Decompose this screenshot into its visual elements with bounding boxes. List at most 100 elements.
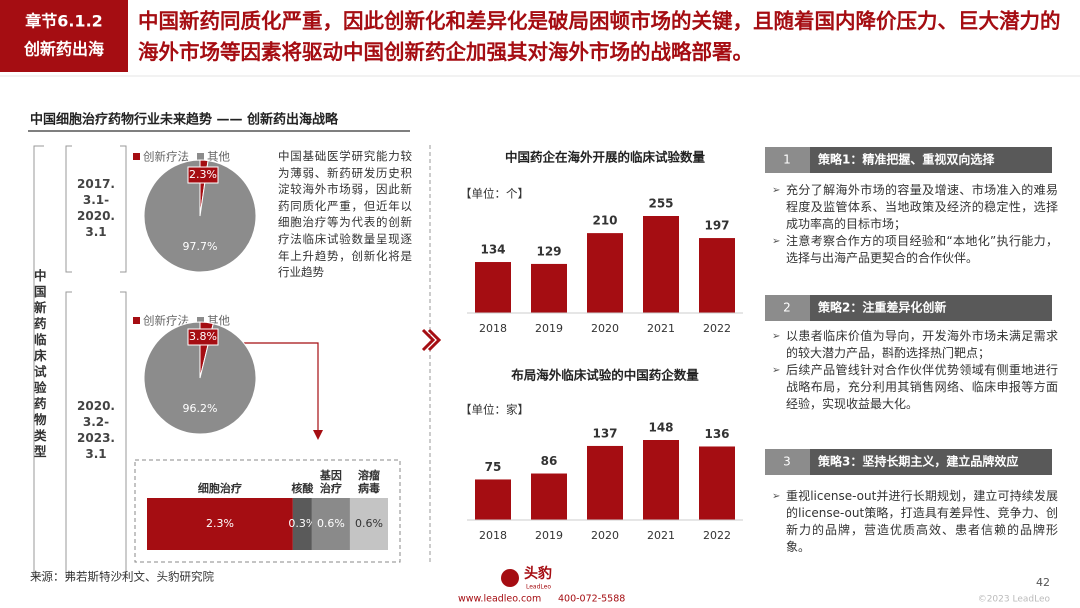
bar [587,445,623,520]
strategy-title: 策略1：精准把握、重视双向选择 [818,152,995,167]
data-label: 197 [704,219,729,233]
brand: 头豹 [524,565,552,582]
badge-line: 创新药出海 [23,40,104,59]
period-line: 2020. [77,209,115,223]
period-line: 3.1 [85,447,107,461]
period-line: 2023. [77,431,115,445]
arrow-head [313,430,323,440]
legend-swatch [197,317,204,324]
chart-title: 中国药企在海外开展的临床试验数量 [505,150,706,165]
bullet-list: 重视license-out并进行长期规划，建立可持续发展的license-out… [772,488,1058,556]
bar [643,216,679,313]
period-bracket [65,291,127,576]
legend-swatch [133,317,140,324]
data-label: 136 [704,427,729,441]
bullet-list: 以患者临床价值为导向，开发海外市场未满足需求的较大潜力产品，斟酌选择热门靶点；后… [772,328,1058,413]
bar-segment [311,498,350,550]
bar [475,479,511,520]
bullet: 充分了解海外市场的容量及增速、市场准入的难易程度及监管体系、当地政策及经济的稳定… [772,182,1058,233]
x-tick-label: 2022 [703,322,731,335]
bar [699,238,735,313]
period-line: 2020. [77,399,115,413]
data-label: 129 [536,244,561,258]
period-line: 3.2- [82,415,110,429]
x-tick-label: 2018 [479,322,507,335]
strategy-number: 3 [783,455,791,469]
period-line: 3.1- [82,193,110,207]
bar-segment [147,498,293,550]
pie-slice [143,321,257,435]
segment-label: 细胞治疗 [197,482,242,495]
value-label: 3.8% [189,330,217,343]
data-label: 137 [592,426,617,440]
value-label: 97.7% [183,240,218,253]
bullet: 以患者临床价值为导向，开发海外市场未满足需求的较大潜力产品，斟酌选择热门靶点； [772,328,1058,362]
side-label: 中国新药临床试验药物类型 [34,268,47,459]
data-label: 148 [648,421,673,435]
pie-slice [143,159,257,273]
headline: 中国新药同质化严重，因此创新化和差异化是破局困顿市场的关键，且随着国内降价压力、… [138,9,1061,64]
strategy-title-box [810,449,1052,475]
x-tick-label: 2021 [647,529,675,542]
value-label-box [187,328,219,346]
note: 中国基础医学研究能力较为薄弱、新药研发历史积淀较海外市场弱，因此新药同质化严重，… [278,149,412,280]
bar [643,440,679,520]
value-label: 0.3% [288,517,316,530]
strategy-title-box [810,147,1052,173]
data-label: 255 [648,197,673,211]
page-number: 42 [1036,576,1050,589]
data-label: 210 [592,214,617,228]
period: 2017. 3.1- 2020. 3.1 [71,176,121,240]
period-line: 2017. [77,177,115,191]
period-line: 3.1 [85,225,107,239]
x-tick-label: 2020 [591,322,619,335]
legend-label: 创新疗法 [143,150,189,164]
logo-mark [501,569,519,587]
x-tick-label: 2021 [647,322,675,335]
value-label: 96.2% [183,402,218,415]
bullet-list: 充分了解海外市场的容量及增速、市场准入的难易程度及监管体系、当地政策及经济的稳定… [772,182,1058,267]
arrow-line [224,342,319,432]
phone: 400-072-5588 [558,594,625,605]
segment-label: 基因治疗 [319,469,342,495]
strategy-title: 策略3：坚持长期主义，建立品牌效应 [818,454,1018,469]
bar [587,233,623,313]
strategy-number-box [765,147,810,173]
unit-label: 【单位：个】 [460,187,529,201]
data-label: 86 [541,454,558,468]
source: 来源：弗若斯特沙利文、头豹研究院 [30,570,214,584]
data-label: 134 [480,243,505,257]
bullet: 重视license-out并进行长期规划，建立可持续发展的license-out… [772,488,1058,556]
x-tick-label: 2020 [591,529,619,542]
value-label: 0.6% [355,517,383,530]
legend-label: 创新疗法 [143,314,189,328]
legend-swatch [133,153,140,160]
bar-segment [292,498,312,550]
value-label: 2.3% [189,168,217,181]
x-tick-label: 2018 [479,529,507,542]
bar [699,446,735,520]
strategy-number-box [765,449,810,475]
value-label: 0.6% [317,517,345,530]
bullet: 注意考察合作方的项目经验和“本地化”执行能力，选择与出海产品更契合的合作伙伴。 [772,233,1058,267]
side-bracket [33,145,44,576]
brand-en: LeadLeo [526,584,551,591]
bullet: 后续产品管线针对合作伙伴优势领域有侧重地进行战略布局，充分利用其销售网络、临床申… [772,362,1058,413]
bar [531,263,567,313]
bar [475,262,511,313]
badge [0,0,128,72]
chevron [421,328,442,352]
strategy-title: 策略2：注重差异化创新 [818,300,946,315]
bar-segment [349,498,388,550]
legend-swatch [197,153,204,160]
segment-label: 溶瘤病毒 [357,469,380,495]
section-title: 中国细胞治疗药物行业未来趋势 —— 创新药出海战略 [30,112,339,128]
badge-line: 章节6.1.2 [25,12,103,31]
value-label-box [187,166,219,184]
unit-label: 【单位：家】 [460,403,529,417]
legend-label: 其他 [207,150,230,164]
strategy-number-box [765,295,810,321]
detail-box [134,459,401,563]
